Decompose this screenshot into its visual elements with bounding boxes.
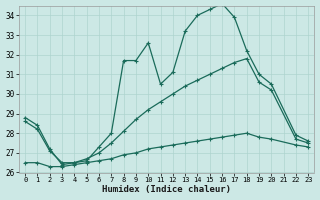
X-axis label: Humidex (Indice chaleur): Humidex (Indice chaleur) [102,185,231,194]
